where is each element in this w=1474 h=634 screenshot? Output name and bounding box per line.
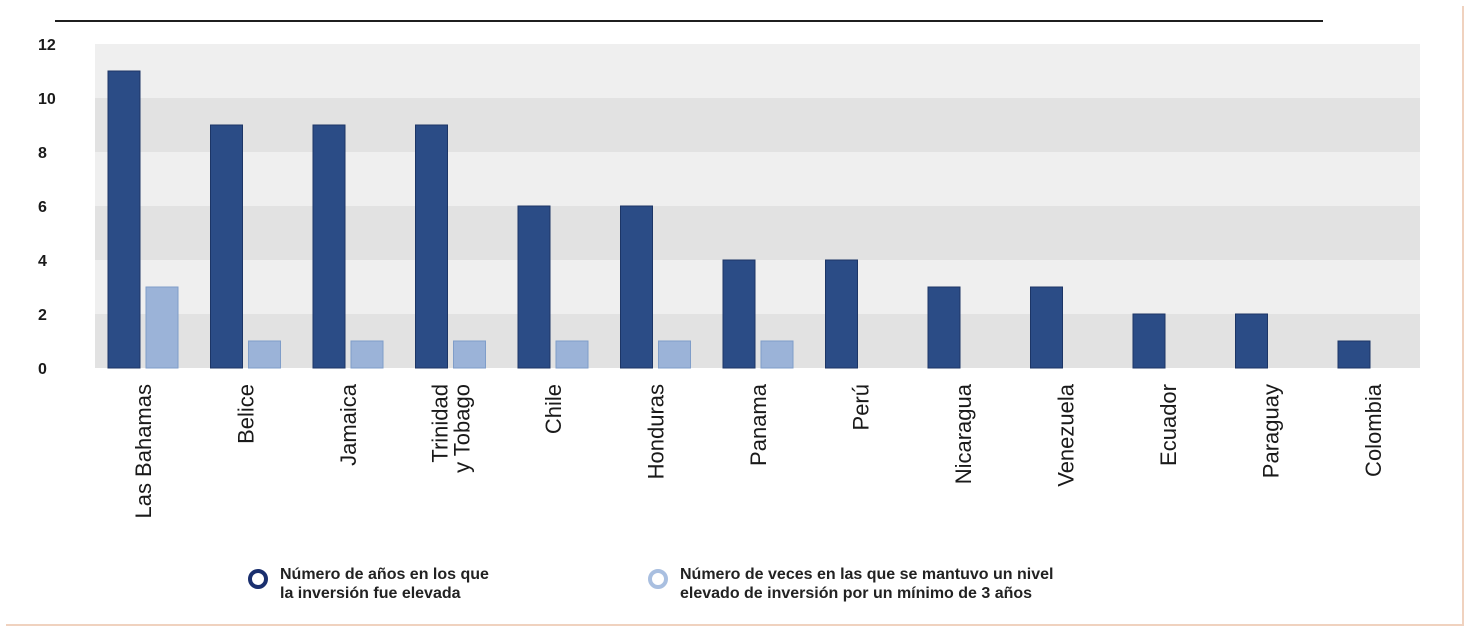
x-tick-label: Perú <box>849 384 874 430</box>
bar-years-elevated <box>825 259 858 369</box>
bars <box>107 70 1371 369</box>
x-tick-label: Chile <box>541 384 566 434</box>
x-tick-label-line: Ecuador <box>1156 384 1181 466</box>
bar-sustained-3yrs <box>350 340 384 369</box>
x-tick-label-line: Panama <box>746 383 771 466</box>
x-tick-label-line: Venezuela <box>1054 383 1079 487</box>
bar-years-elevated <box>722 259 756 369</box>
x-tick-label-line: Chile <box>541 384 566 434</box>
bar-years-elevated <box>620 205 653 369</box>
legend-label-2: Número de veces en las que se mantuvo un… <box>680 566 1054 602</box>
bar-years-elevated <box>927 286 961 369</box>
y-tick-label: 2 <box>38 307 47 324</box>
bar-years-elevated <box>517 205 551 369</box>
bar-years-elevated <box>1235 313 1268 369</box>
bar-years-elevated <box>1337 340 1371 369</box>
bar-sustained-3yrs <box>145 286 179 369</box>
legend-item-1: Número de años en los que la inversión f… <box>248 565 489 603</box>
x-tick-label-line: Nicaragua <box>951 383 976 484</box>
chart-frame <box>6 6 1464 626</box>
x-tick-label: Panama <box>746 383 771 466</box>
x-tick-label-line: Perú <box>849 384 874 430</box>
legend-label-1: Número de años en los que la inversión f… <box>280 566 489 602</box>
legend-swatch-dark-icon <box>248 569 268 589</box>
bar-sustained-3yrs <box>453 340 486 369</box>
y-tick-label: 0 <box>38 361 47 378</box>
bar-years-elevated <box>1030 286 1063 369</box>
grid-band <box>95 260 1420 314</box>
bar-years-elevated <box>312 124 346 369</box>
x-tick-label-line: Paraguay <box>1259 384 1284 478</box>
x-tick-label: Jamaica <box>336 383 361 466</box>
x-tick-label: Honduras <box>644 384 669 479</box>
legend-item-2: Número de veces en las que se mantuvo un… <box>648 565 1053 603</box>
y-tick-label: 10 <box>38 91 56 108</box>
bar-years-elevated <box>107 70 141 369</box>
bar-years-elevated <box>210 124 243 369</box>
legend-swatch-light-icon <box>648 569 668 589</box>
bar-sustained-3yrs <box>760 340 794 369</box>
top-rule <box>55 20 1323 22</box>
bar-sustained-3yrs <box>555 340 589 369</box>
x-tick-label: Colombia <box>1361 383 1386 477</box>
x-tick-label: Nicaragua <box>951 383 976 484</box>
x-tick-label-line: Las Bahamas <box>131 384 156 519</box>
x-tick-label-line: Colombia <box>1361 383 1386 477</box>
bar-years-elevated <box>415 124 448 369</box>
x-tick-label-line: Honduras <box>644 384 669 479</box>
x-tick-label: Ecuador <box>1156 384 1181 466</box>
grid-band <box>95 44 1420 98</box>
grid-band <box>95 206 1420 260</box>
y-tick-label: 6 <box>38 199 47 216</box>
x-tick-label-line: Trinidad <box>428 384 453 463</box>
x-tick-label-line: y Tobago <box>450 384 475 473</box>
bar-sustained-3yrs <box>248 340 281 369</box>
x-tick-label: Venezuela <box>1054 383 1079 487</box>
y-tick-label: 4 <box>38 253 47 270</box>
bar-sustained-3yrs <box>658 340 691 369</box>
y-tick-label: 12 <box>38 37 56 54</box>
y-axis-ticks: 0 2 4 6 8 10 12 <box>38 37 56 378</box>
grid-band <box>95 98 1420 152</box>
bar-years-elevated <box>1132 313 1166 369</box>
grid-band <box>95 152 1420 206</box>
x-tick-label: Las Bahamas <box>131 384 156 519</box>
grid-band <box>95 314 1420 368</box>
x-tick-label-line: Jamaica <box>336 383 361 466</box>
x-tick-label: Paraguay <box>1259 384 1284 478</box>
y-tick-label: 8 <box>38 145 47 162</box>
x-tick-label: Belice <box>234 384 259 444</box>
x-tick-label-line: Belice <box>234 384 259 444</box>
grid-bands <box>95 44 1420 368</box>
